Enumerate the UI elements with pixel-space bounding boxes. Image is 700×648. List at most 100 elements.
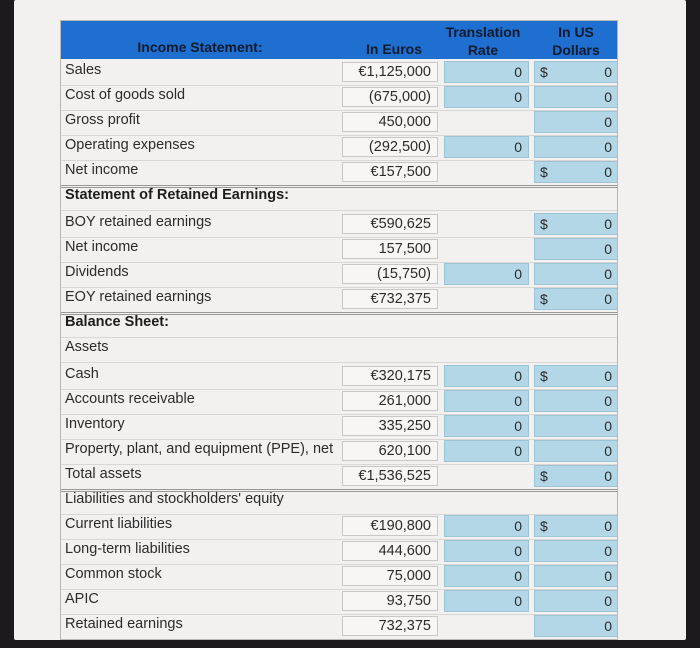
table-row: Net income €157,500 $0 [60, 160, 618, 188]
translation-rate-input[interactable]: 0 [444, 440, 529, 462]
euro-amount: €320,175 [342, 366, 438, 386]
euro-amount: 450,000 [342, 112, 438, 132]
usd-value: 0 [604, 468, 612, 484]
euro-amount: €1,536,525 [342, 466, 438, 486]
usd-value: 0 [604, 241, 612, 257]
translation-rate-input[interactable]: 0 [444, 136, 529, 158]
translation-rate-input[interactable]: 0 [444, 540, 529, 562]
usd-amount-input[interactable]: 0 [534, 415, 618, 437]
dollar-sign: $ [540, 164, 548, 180]
euro-amount: €157,500 [342, 162, 438, 182]
translation-rate-input[interactable]: 0 [444, 415, 529, 437]
usd-value: 0 [604, 618, 612, 634]
row-label: EOY retained earnings [65, 289, 212, 305]
translation-rate-input[interactable]: 0 [444, 390, 529, 412]
usd-amount-input[interactable]: $0 [534, 213, 618, 235]
row-label: Operating expenses [65, 137, 195, 153]
euro-amount: €590,625 [342, 214, 438, 234]
translation-rate-input[interactable]: 0 [444, 515, 529, 537]
euro-amount: 620,100 [342, 441, 438, 461]
usd-amount-input[interactable]: $0 [534, 161, 618, 183]
row-label: Total assets [65, 466, 142, 482]
table-row: Inventory 335,250 0 0 [60, 414, 618, 440]
usd-amount-input[interactable]: $0 [534, 288, 618, 310]
euro-amount: 261,000 [342, 391, 438, 411]
usd-value: 0 [604, 89, 612, 105]
usd-value: 0 [604, 64, 612, 80]
usd-amount-input[interactable]: 0 [534, 540, 618, 562]
row-label: Net income [65, 239, 139, 255]
table-row: Sales €1,125,000 0 $0 [60, 60, 618, 86]
usd-amount-input[interactable]: 0 [534, 390, 618, 412]
dollar-sign: $ [540, 291, 548, 307]
euro-amount: (675,000) [342, 87, 438, 107]
usd-value: 0 [604, 443, 612, 459]
translation-rate-input[interactable]: 0 [444, 61, 529, 83]
row-label: Long-term liabilities [65, 541, 190, 557]
row-label: Sales [65, 62, 102, 78]
usd-amount-input[interactable]: $0 [534, 515, 618, 537]
usd-amount-input[interactable]: 0 [534, 111, 618, 133]
translation-rate-input[interactable]: 0 [444, 263, 529, 285]
table-row: Long-term liabilities 444,600 0 0 [60, 539, 618, 565]
translation-rate-input[interactable]: 0 [444, 365, 529, 387]
table-row: Total assets €1,536,525 $0 [60, 464, 618, 492]
euro-amount: 93,750 [342, 591, 438, 611]
usd-value: 0 [604, 543, 612, 559]
table-row: EOY retained earnings €732,375 $0 [60, 287, 618, 315]
usd-value: 0 [604, 164, 612, 180]
usd-value: 0 [604, 114, 612, 130]
table-row: Cost of goods sold (675,000) 0 0 [60, 85, 618, 111]
dollar-sign: $ [540, 468, 548, 484]
euro-amount: €732,375 [342, 289, 438, 309]
row-label: Accounts receivable [65, 391, 195, 407]
dollar-sign: $ [540, 64, 548, 80]
translation-rate-input[interactable]: 0 [444, 565, 529, 587]
translation-rate-input[interactable]: 0 [444, 86, 529, 108]
usd-value: 0 [604, 139, 612, 155]
table-row: Dividends (15,750) 0 0 [60, 262, 618, 288]
dollar-sign: $ [540, 518, 548, 534]
row-label: Inventory [65, 416, 125, 432]
euro-amount: 75,000 [342, 566, 438, 586]
header-translation-rate: Translation Rate [445, 24, 521, 58]
table-row: Balance Sheet: [60, 312, 618, 338]
usd-amount-input[interactable]: 0 [534, 615, 618, 637]
table-row: Current liabilities €190,800 0 $0 [60, 514, 618, 540]
table-row: Accounts receivable 261,000 0 0 [60, 389, 618, 415]
usd-amount-input[interactable]: 0 [534, 86, 618, 108]
usd-value: 0 [604, 518, 612, 534]
worksheet: Income Statement: In Euros Translation R… [14, 0, 686, 640]
usd-value: 0 [604, 368, 612, 384]
header-in-euros: In Euros [365, 41, 422, 57]
usd-amount-input[interactable]: 0 [534, 238, 618, 260]
row-label: Statement of Retained Earnings: [65, 187, 289, 203]
table-row: Liabilities and stockholders' equity [60, 489, 618, 515]
euro-amount: (292,500) [342, 137, 438, 157]
translation-rate-input[interactable]: 0 [444, 590, 529, 612]
dollar-sign: $ [540, 216, 548, 232]
table-header: Income Statement: In Euros Translation R… [60, 20, 618, 59]
table-row: BOY retained earnings €590,625 $0 [60, 212, 618, 238]
usd-value: 0 [604, 216, 612, 232]
usd-value: 0 [604, 568, 612, 584]
euro-amount: €190,800 [342, 516, 438, 536]
row-label: Retained earnings [65, 616, 183, 632]
usd-value: 0 [604, 266, 612, 282]
table-row: Net income 157,500 0 [60, 237, 618, 263]
usd-amount-input[interactable]: 0 [534, 136, 618, 158]
usd-amount-input[interactable]: 0 [534, 590, 618, 612]
euro-amount: 157,500 [342, 239, 438, 259]
header-income-statement: Income Statement: [137, 39, 263, 55]
usd-amount-input[interactable]: 0 [534, 263, 618, 285]
euro-amount: 444,600 [342, 541, 438, 561]
table-row: Statement of Retained Earnings: [60, 185, 618, 211]
usd-amount-input[interactable]: $0 [534, 61, 618, 83]
row-label: Balance Sheet: [65, 314, 169, 330]
usd-amount-input[interactable]: 0 [534, 440, 618, 462]
usd-amount-input[interactable]: 0 [534, 565, 618, 587]
row-label: APIC [65, 591, 99, 607]
euro-amount: (15,750) [342, 264, 438, 284]
usd-amount-input[interactable]: $0 [534, 465, 618, 487]
usd-amount-input[interactable]: $0 [534, 365, 618, 387]
